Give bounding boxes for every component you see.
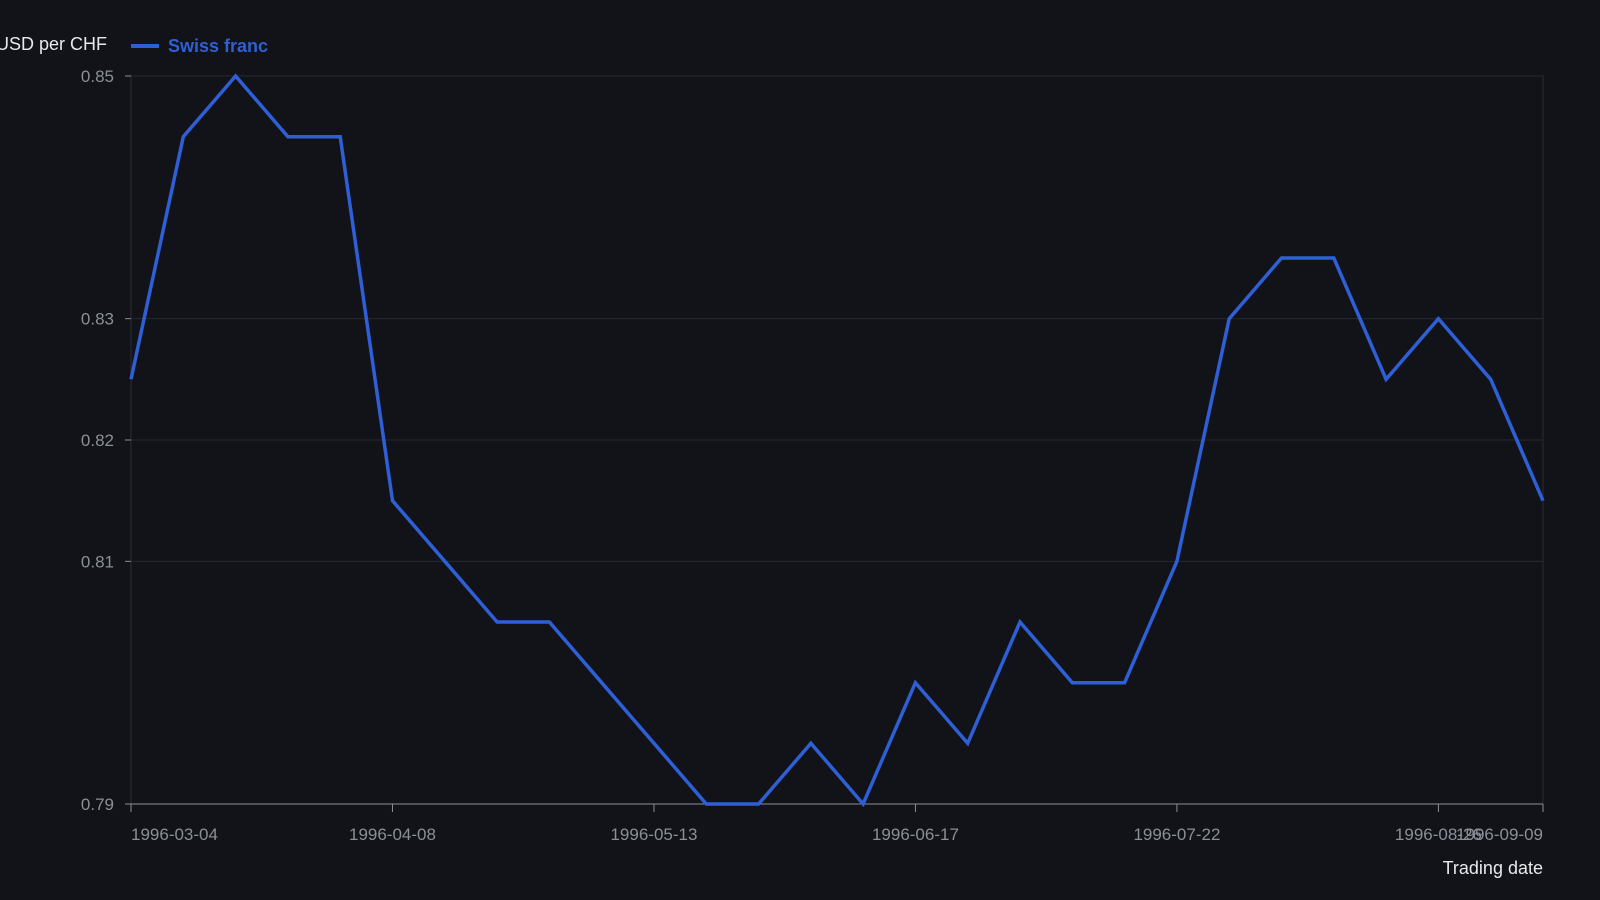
x-tick-label: 1996-09-09 xyxy=(1456,825,1543,844)
series-layer xyxy=(129,73,1545,808)
y-tick-label: 0.82 xyxy=(81,431,114,450)
y-tick-label: 0.85 xyxy=(81,67,114,86)
x-axis-title: Trading date xyxy=(1443,858,1543,878)
x-tick-label: 1996-08-26 xyxy=(1395,825,1482,844)
series-line-swiss-franc xyxy=(129,73,1545,808)
x-tick-label: 1996-05-13 xyxy=(610,825,697,844)
legend-label-swiss-franc: Swiss franc xyxy=(168,36,268,56)
x-tick-label: 1996-06-17 xyxy=(872,825,959,844)
y-axis-title: USD per CHF xyxy=(0,34,107,54)
y-tick-label: 0.81 xyxy=(81,552,114,571)
legend: Swiss franc xyxy=(131,36,268,56)
y-tick-label: 0.79 xyxy=(81,795,114,814)
grid-lines xyxy=(130,75,1544,805)
x-tick-label: 1996-03-04 xyxy=(131,825,218,844)
x-axis: 1996-03-04 1996-04-08 1996-05-13 1996-06-17… xyxy=(130,803,1544,844)
x-tick-label: 1996-07-22 xyxy=(1133,825,1220,844)
x-tick-label: 1996-04-08 xyxy=(349,825,436,844)
y-tick-label: 0.83 xyxy=(81,310,114,329)
y-axis-ticks: 0.85 0.83 0.82 0.81 0.79 xyxy=(81,67,131,814)
